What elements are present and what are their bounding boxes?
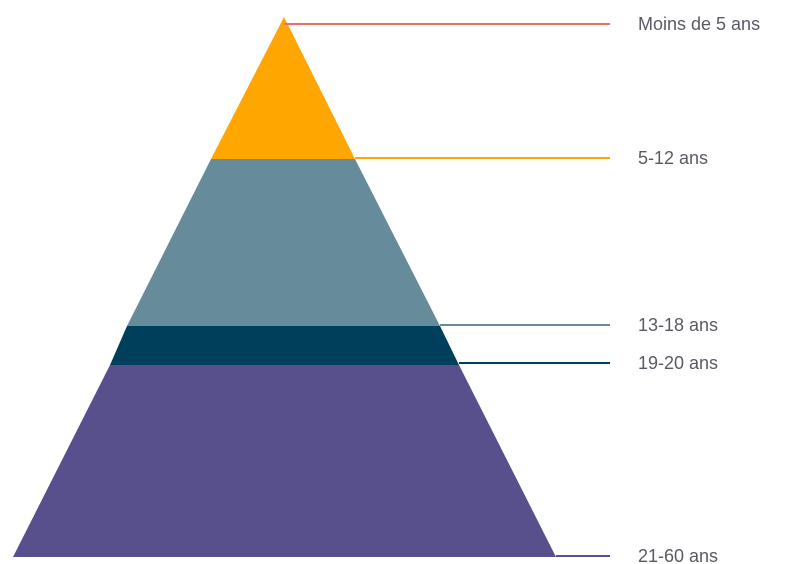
label-5-12: 5-12 ans — [638, 148, 708, 168]
label-21-60: 21-60 ans — [638, 546, 718, 564]
band-21-60 — [13, 365, 556, 557]
band-5-12 — [127, 159, 440, 326]
label-19-20: 19-20 ans — [638, 353, 718, 373]
band-under-5 — [211, 17, 355, 159]
label-under-5: Moins de 5 ans — [638, 14, 760, 34]
label-13-18: 13-18 ans — [638, 315, 718, 335]
band-19-20 — [110, 326, 459, 365]
